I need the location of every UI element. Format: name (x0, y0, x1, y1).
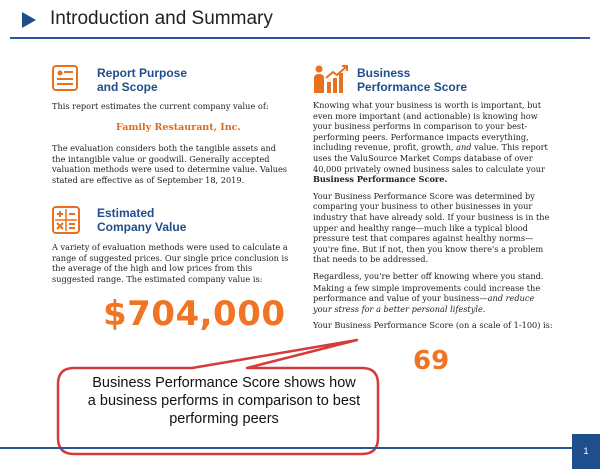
callout-bubble (56, 338, 380, 456)
estimated-value-paragraph: A variety of evaluation methods were use… (52, 242, 289, 284)
header-divider (10, 37, 590, 39)
performance-paragraph-4: Making a few simple improvements could i… (313, 282, 541, 314)
report-icon (52, 65, 78, 95)
page-header: Introduction and Summary (0, 0, 600, 39)
performance-score: 69 (413, 346, 450, 376)
calculator-icon (52, 206, 80, 238)
performance-icon (311, 64, 349, 98)
performance-paragraph-2: Your Business Performance Score was dete… (313, 190, 550, 265)
performance-paragraph-1: Knowing what your business is worth is i… (313, 100, 548, 185)
performance-title: Business Performance Score (357, 66, 468, 94)
report-purpose-title: Report Purpose and Scope (97, 66, 188, 94)
estimated-value-title: Estimated Company Value (97, 206, 187, 234)
page-title: Introduction and Summary (50, 8, 273, 29)
callout-text: Business Performance Score shows how a b… (87, 375, 361, 427)
estimated-company-value: $704,000 (103, 294, 286, 334)
page-number: 1 (572, 434, 600, 469)
footer-divider (0, 447, 572, 449)
report-purpose-paragraph: The evaluation considers both the tangib… (52, 143, 288, 185)
performance-paragraph-3: Regardless, you're better off knowing wh… (313, 270, 544, 281)
performance-body: Knowing what your business is worth is i… (313, 100, 553, 337)
report-purpose-intro: This report estimates the current compan… (52, 101, 269, 111)
performance-paragraph-5: Your Business Performance Score (on a sc… (313, 320, 553, 331)
header-arrow-icon (22, 12, 36, 28)
company-name: Family Restaurant, Inc. (116, 122, 241, 133)
